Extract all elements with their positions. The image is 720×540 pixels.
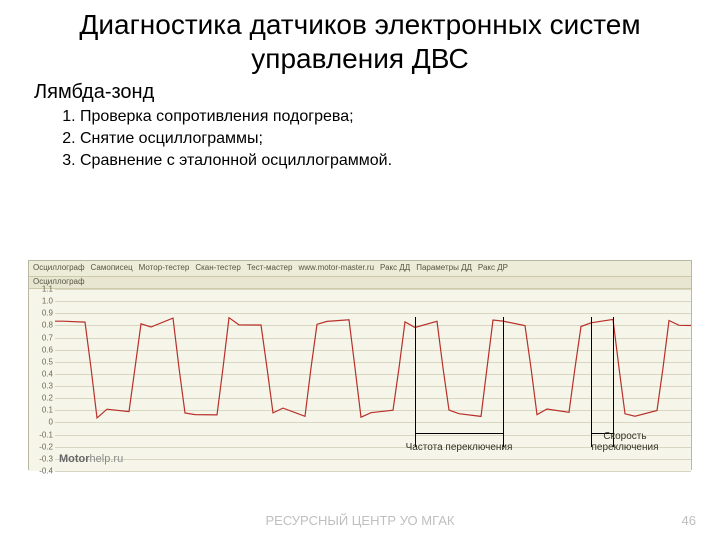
watermark: Motorhelp.ru xyxy=(59,453,123,465)
annotation-label: Скорость переключения xyxy=(570,431,680,453)
y-tick-label: 0.5 xyxy=(31,357,53,366)
y-tick-label: -0.4 xyxy=(31,467,53,476)
y-tick-label: -0.3 xyxy=(31,454,53,463)
chart-active-tab: Осциллограф xyxy=(29,277,691,289)
y-tick-label: 0.2 xyxy=(31,394,53,403)
y-tick-label: -0.2 xyxy=(31,442,53,451)
y-axis: 1.11.00.90.80.70.60.50.40.30.20.10-0.1-0… xyxy=(29,289,55,471)
y-tick-label: 0.6 xyxy=(31,345,53,354)
watermark-rest: help.ru xyxy=(90,453,124,465)
watermark-bold: Motor xyxy=(59,453,90,465)
page-number: 46 xyxy=(682,513,696,528)
oscilloscope-panel: Осциллограф Самописец Мотор-тестер Скан-тес… xyxy=(28,260,692,470)
y-tick-label: 1.0 xyxy=(31,297,53,306)
y-tick-label: 0.4 xyxy=(31,369,53,378)
annotation-label: Частота переключения xyxy=(404,442,514,453)
waveform-path xyxy=(55,318,691,418)
y-tick-label: 0.8 xyxy=(31,321,53,330)
toolbar-tab[interactable]: Самописец xyxy=(91,263,133,272)
annotation-marker xyxy=(591,317,592,447)
y-tick-label: 0.9 xyxy=(31,309,53,318)
plot-area: 1.11.00.90.80.70.60.50.40.30.20.10-0.1-0… xyxy=(29,289,691,471)
step-item: Снятие осциллограммы; xyxy=(80,129,720,150)
annotation-marker xyxy=(415,317,416,447)
step-item: Сравнение с эталонной осциллограммой. xyxy=(80,151,720,172)
toolbar-tab[interactable]: Скан-тестер xyxy=(195,263,240,272)
y-tick-label: -0.1 xyxy=(31,430,53,439)
footer-text: РЕСУРСНЫЙ ЦЕНТР УО МГАК xyxy=(0,513,720,528)
slide-subtitle: Лямбда-зонд xyxy=(0,79,720,103)
toolbar-tab[interactable]: Осциллограф xyxy=(33,263,85,272)
y-tick-label: 0.1 xyxy=(31,406,53,415)
toolbar-tab[interactable]: Тест-мастер xyxy=(247,263,293,272)
steps-list: Проверка сопротивления подогрева; Снятие… xyxy=(0,103,720,171)
toolbar-tab[interactable]: Ракс ДР xyxy=(478,263,508,272)
annotation-marker xyxy=(503,317,504,447)
chart-toolbar: Осциллограф Самописец Мотор-тестер Скан-тес… xyxy=(29,261,691,277)
y-tick-label: 0.3 xyxy=(31,382,53,391)
y-tick-label: 0.7 xyxy=(31,333,53,342)
toolbar-tab[interactable]: Мотор-тестер xyxy=(139,263,190,272)
grid-line xyxy=(55,471,691,472)
toolbar-tab[interactable]: Ракс ДД xyxy=(380,263,410,272)
slide-title: Диагностика датчиков электронных систем … xyxy=(0,0,720,79)
y-tick-label: 0 xyxy=(31,418,53,427)
y-tick-label: 1.1 xyxy=(31,285,53,294)
annotation-marker xyxy=(613,317,614,447)
toolbar-tab[interactable]: www.motor-master.ru xyxy=(298,263,374,272)
toolbar-tab[interactable]: Параметры ДД xyxy=(416,263,472,272)
annotation-span xyxy=(415,433,503,434)
step-item: Проверка сопротивления подогрева; xyxy=(80,107,720,128)
